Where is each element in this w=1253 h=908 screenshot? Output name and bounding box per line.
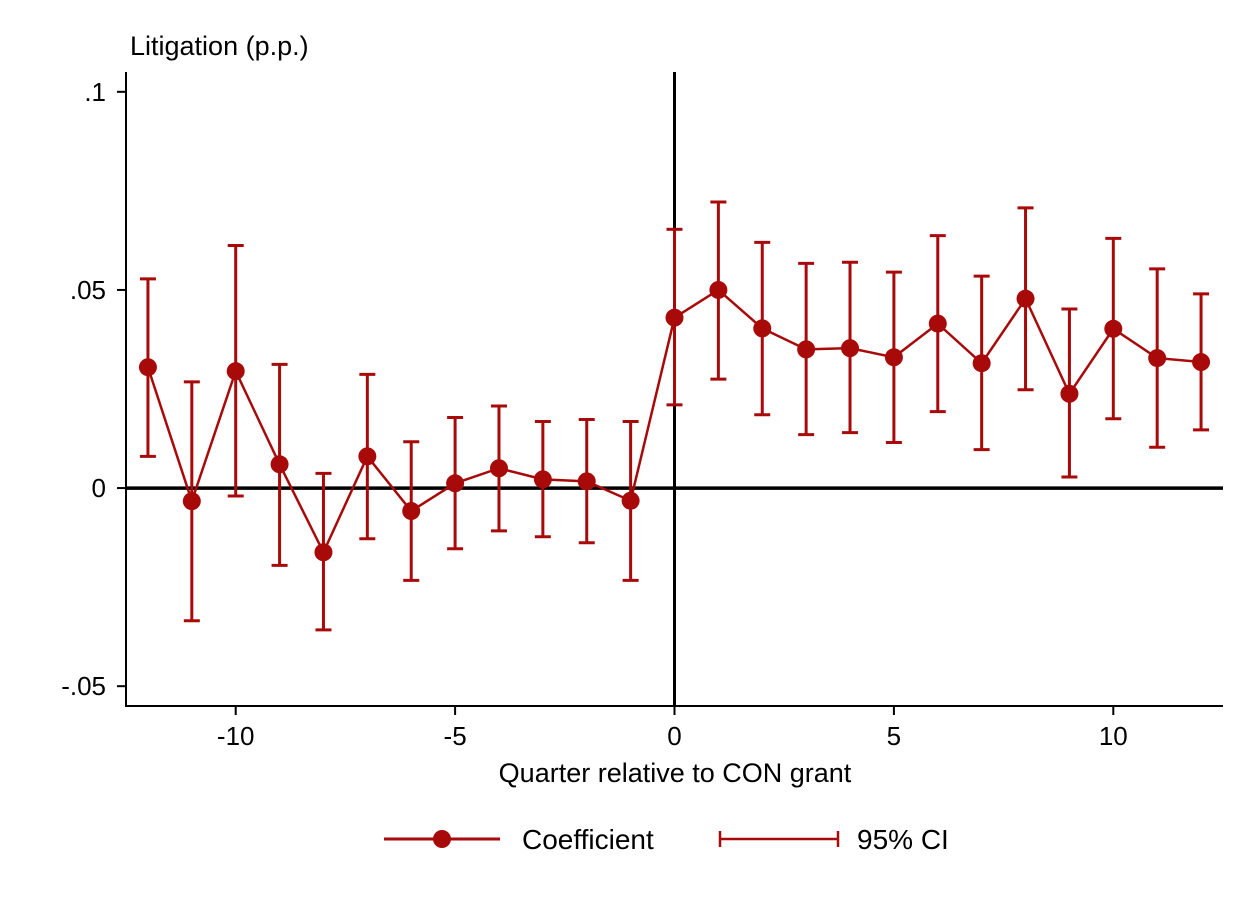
coefficient-point (1192, 353, 1211, 372)
coefficient-point (358, 447, 377, 466)
coefficient-point (797, 340, 816, 359)
legend-coefficient-marker (433, 830, 451, 848)
y-tick-label: 0 (92, 473, 106, 503)
legend-ci-label: 95% CI (857, 824, 949, 855)
coefficient-point (533, 470, 552, 489)
coefficient-point (1016, 289, 1035, 308)
coefficient-point (709, 280, 728, 299)
coefficient-point (1060, 384, 1079, 403)
x-tick-label: 0 (667, 721, 681, 751)
coefficient-point (928, 314, 947, 333)
coefficient-point (1104, 319, 1123, 338)
x-tick-label: -5 (444, 721, 467, 751)
coefficient-point (270, 455, 289, 474)
y-tick-label: .1 (84, 77, 106, 107)
x-axis-ticks: -10 -5 0 5 10 (217, 706, 1128, 751)
coefficient-point (972, 354, 991, 373)
x-tick-label: -10 (217, 721, 255, 751)
legend-coefficient-label: Coefficient (522, 824, 654, 855)
x-tick-label: 10 (1099, 721, 1128, 751)
coefficient-point (841, 339, 860, 358)
x-axis-title: Quarter relative to CON grant (499, 758, 852, 788)
coefficient-point (226, 362, 245, 381)
coefficient-point (665, 308, 684, 327)
coefficient-point (884, 348, 903, 367)
coefficient-point (489, 459, 508, 478)
x-tick-label: 5 (887, 721, 901, 751)
y-tick-label: .05 (70, 275, 106, 305)
y-tick-label: -.05 (61, 671, 106, 701)
coefficient-points (138, 280, 1211, 562)
coefficient-point (753, 319, 772, 338)
coefficient-point (577, 472, 596, 491)
legend: Coefficient 95% CI (384, 824, 949, 855)
coefficient-point (138, 358, 157, 377)
coefficient-point (1148, 349, 1167, 368)
coefficient-point (621, 491, 640, 510)
coefficient-point (182, 492, 201, 511)
y-axis-title: Litigation (p.p.) (130, 31, 309, 61)
coefficient-point (402, 502, 421, 521)
coefficient-point (446, 474, 465, 493)
coefficient-point (314, 543, 333, 562)
y-axis-ticks: -.05 0 .05 .1 (61, 77, 126, 701)
